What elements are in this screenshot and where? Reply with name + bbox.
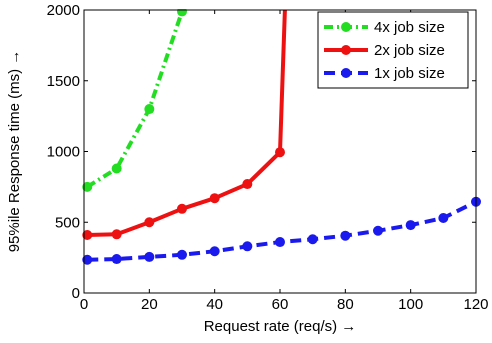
data-point: [405, 220, 416, 231]
data-point: [275, 147, 285, 158]
x-tick-label: 60: [272, 296, 289, 313]
data-point: [177, 203, 187, 214]
data-point: [111, 163, 122, 174]
data-point: [144, 217, 155, 228]
x-tick-label: 100: [398, 296, 423, 313]
data-point: [111, 229, 122, 240]
legend-label: 1x job size: [374, 65, 445, 82]
legend-label: 2x job size: [374, 42, 445, 59]
data-point: [177, 9, 187, 17]
y-tick-label: 500: [55, 214, 80, 231]
series-line: [86, 10, 184, 189]
data-point: [242, 179, 253, 190]
legend: 4x job size 2x job size 1x job size: [317, 11, 469, 89]
legend-swatch-marker: [341, 68, 351, 78]
y-tick-label: 1000: [47, 144, 80, 161]
x-axis: 0 20 40 60 80 100 120: [80, 10, 489, 313]
x-axis-title: Request rate (req/s) →: [204, 318, 357, 335]
y-tick-label: 0: [72, 285, 80, 302]
legend-swatch-marker: [341, 22, 351, 32]
data-point: [177, 249, 187, 260]
data-point: [144, 251, 155, 262]
series-2x-job-size: [82, 9, 287, 240]
series-1x-job-size: [82, 196, 481, 265]
x-tick-label: 40: [206, 296, 223, 313]
data-point: [82, 181, 93, 192]
x-tick-label: 120: [463, 296, 488, 313]
data-point: [275, 237, 285, 248]
y-tick-label: 1500: [47, 73, 80, 90]
legend-swatch-marker: [341, 45, 351, 55]
y-axis: 0 500 1000 1500 2000: [47, 2, 476, 302]
data-point: [438, 213, 449, 224]
legend-label: 4x job size: [374, 19, 445, 36]
data-point: [82, 229, 93, 240]
series-line: [87, 9, 287, 237]
series-layer: [82, 9, 481, 265]
x-tick-label: 0: [80, 296, 88, 313]
data-point: [307, 234, 318, 245]
data-point: [242, 241, 253, 252]
x-tick-label: 80: [337, 296, 354, 313]
series-4x-job-size: [82, 9, 187, 192]
data-point: [209, 193, 220, 204]
data-point: [82, 254, 93, 265]
data-point: [209, 246, 220, 257]
y-tick-label: 2000: [47, 2, 80, 19]
y-axis-title: 95%ile Response time (ms) →: [6, 50, 23, 253]
data-point: [340, 230, 351, 241]
data-point: [111, 254, 122, 265]
x-tick-label: 20: [141, 296, 158, 313]
data-point: [373, 225, 383, 236]
data-point: [144, 104, 155, 115]
